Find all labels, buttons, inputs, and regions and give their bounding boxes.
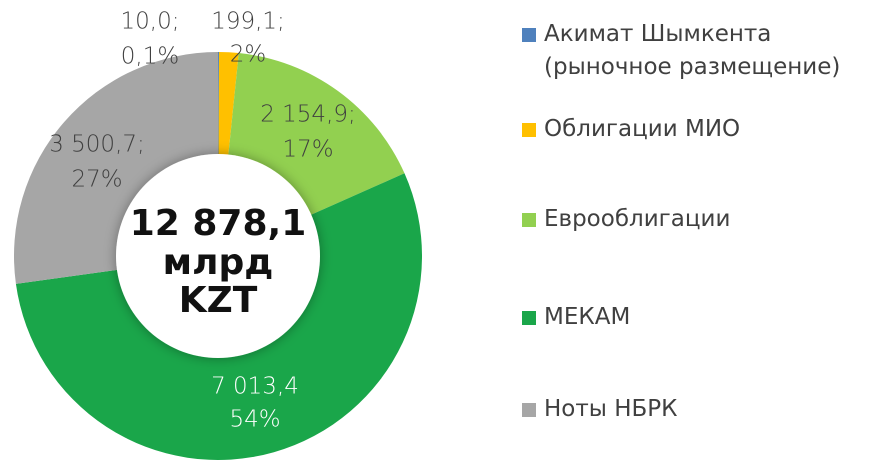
center-label: млрд [163,242,274,283]
legend-label: Акимат Шымкента (рыночное размещение) [544,21,841,80]
donut-slice [218,52,219,157]
value-label: 7 013,4 [211,374,299,400]
donut-slice [218,52,239,157]
percent-label: 27% [71,167,122,193]
donut-slice [228,53,405,216]
percent-label: 54% [229,407,280,433]
legend-swatch [522,311,536,325]
legend-label: МЕКАМ [544,304,631,330]
center-label: KZT [179,280,258,321]
legend-item: МЕКАМ [522,301,877,334]
legend-swatch [522,213,536,227]
legend-item: Облигации МИО [522,113,877,146]
percent-label: 2% [230,42,267,68]
legend-swatch [522,403,536,417]
donut-slice [15,173,422,460]
legend-label: Еврооблигации [544,206,731,232]
percent-label: 0,1% [121,44,179,70]
legend-item: Акимат Шымкента (рыночное размещение) [522,18,877,84]
percent-label: 17% [282,137,333,163]
legend-swatch [522,28,536,42]
legend-item: Ноты НБРК [522,393,877,426]
legend-swatch [522,123,536,137]
value-label: 10,0; [121,9,180,35]
donut-hole [116,154,320,358]
legend-item: Еврооблигации [522,203,877,236]
legend-label: Облигации МИО [544,116,741,142]
value-label: 3 500,7; [49,132,145,158]
legend-label: Ноты НБРК [544,396,678,422]
value-label: 2 154,9; [260,102,356,128]
value-label: 199,1; [211,9,285,35]
center-label: 12 878,1 [130,203,307,244]
donut-slice [14,52,219,284]
chart: 10,0; 0,1% 199,1; 2% 2 154,9; 17% 7 013,4 54% 3 … [14,9,422,460]
